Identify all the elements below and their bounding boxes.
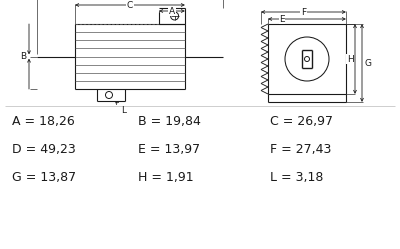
Text: F = 27,43: F = 27,43 [270,142,331,155]
Text: D = 49,23: D = 49,23 [12,142,76,155]
Text: B = 19,84: B = 19,84 [138,115,201,127]
Text: D: D [126,0,134,2]
Text: H = 1,91: H = 1,91 [138,171,194,184]
Text: L = 3,18: L = 3,18 [270,171,323,184]
Text: C = 26,97: C = 26,97 [270,115,333,127]
Text: B: B [20,52,26,61]
Text: A: A [169,6,175,15]
Text: F: F [301,7,306,16]
Text: A = 18,26: A = 18,26 [12,115,75,127]
Text: E = 13,97: E = 13,97 [138,142,200,155]
Text: G = 13,87: G = 13,87 [12,171,76,184]
Text: G: G [364,59,372,67]
Text: L: L [121,106,126,115]
Text: H: H [347,55,353,63]
Text: C: C [127,0,133,9]
Text: E: E [279,14,285,23]
